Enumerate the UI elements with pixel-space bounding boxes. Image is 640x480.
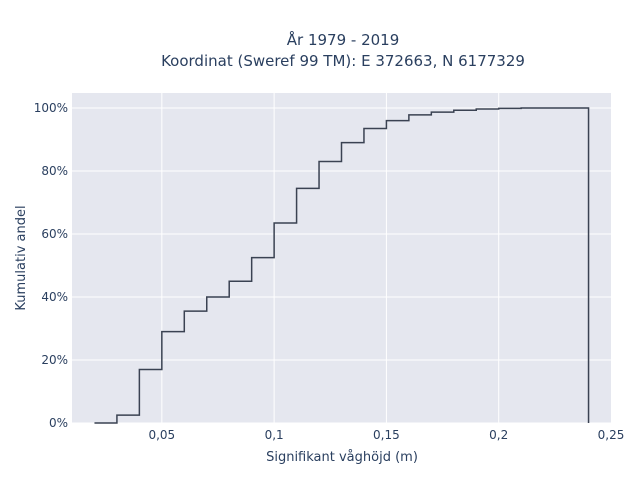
x-tick-label: 0,1	[265, 428, 284, 442]
y-axis-title: Kumulativ andel	[14, 205, 29, 310]
x-axis-title: Signifikant våghöjd (m)	[266, 450, 418, 465]
x-tick-label: 0,05	[148, 428, 175, 442]
y-axis-ticks: 0% 20% 40% 60% 80% 100%	[34, 101, 68, 430]
chart-title: År 1979 - 2019	[287, 30, 400, 49]
y-tick-label: 80%	[41, 164, 68, 178]
y-tick-label: 100%	[34, 101, 68, 115]
series-step-line	[94, 107, 590, 424]
y-tick-label: 0%	[49, 416, 68, 430]
chart-subtitle: Koordinat (Sweref 99 TM): E 372663, N 61…	[161, 52, 525, 70]
y-tick-label: 40%	[41, 290, 68, 304]
x-tick-label: 0,15	[373, 428, 400, 442]
x-tick-label: 0,2	[489, 428, 508, 442]
y-tick-label: 20%	[41, 353, 68, 367]
y-tick-label: 60%	[41, 227, 68, 241]
x-axis-ticks: 0,05 0,1 0,15 0,2 0,25	[148, 428, 624, 442]
x-tick-label: 0,25	[598, 428, 625, 442]
